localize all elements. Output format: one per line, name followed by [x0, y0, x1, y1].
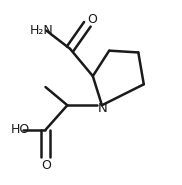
Text: H₂N: H₂N [30, 24, 54, 37]
Text: O: O [41, 159, 51, 172]
Text: O: O [87, 13, 97, 26]
Text: N: N [97, 102, 107, 115]
Text: HO: HO [11, 123, 30, 136]
